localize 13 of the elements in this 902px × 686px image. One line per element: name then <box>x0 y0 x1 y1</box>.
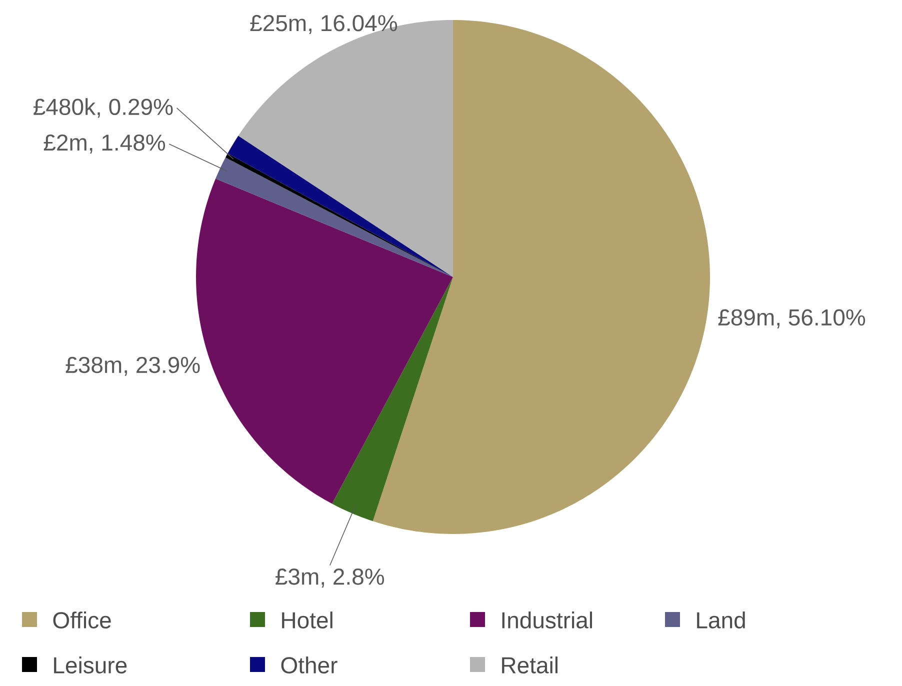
data-label: £25m, 16.04% <box>250 15 398 34</box>
legend-label: Land <box>697 612 745 628</box>
legend-label: Leisure <box>54 656 127 674</box>
data-label: £38m, 23.9% <box>66 356 200 376</box>
data-label: £480k, 0.29% <box>34 98 173 118</box>
legend-label: Other <box>281 656 338 674</box>
data-label: £89m, 56.10% <box>718 309 866 328</box>
legend-label: Retail <box>502 656 558 674</box>
legend-label: Industrial <box>502 612 592 628</box>
legend-label: Hotel <box>282 612 332 628</box>
data-label: £3m, 2.8% <box>276 568 384 588</box>
data-label: £2m, 1.48% <box>44 134 166 154</box>
legend-label: Office <box>53 612 111 628</box>
